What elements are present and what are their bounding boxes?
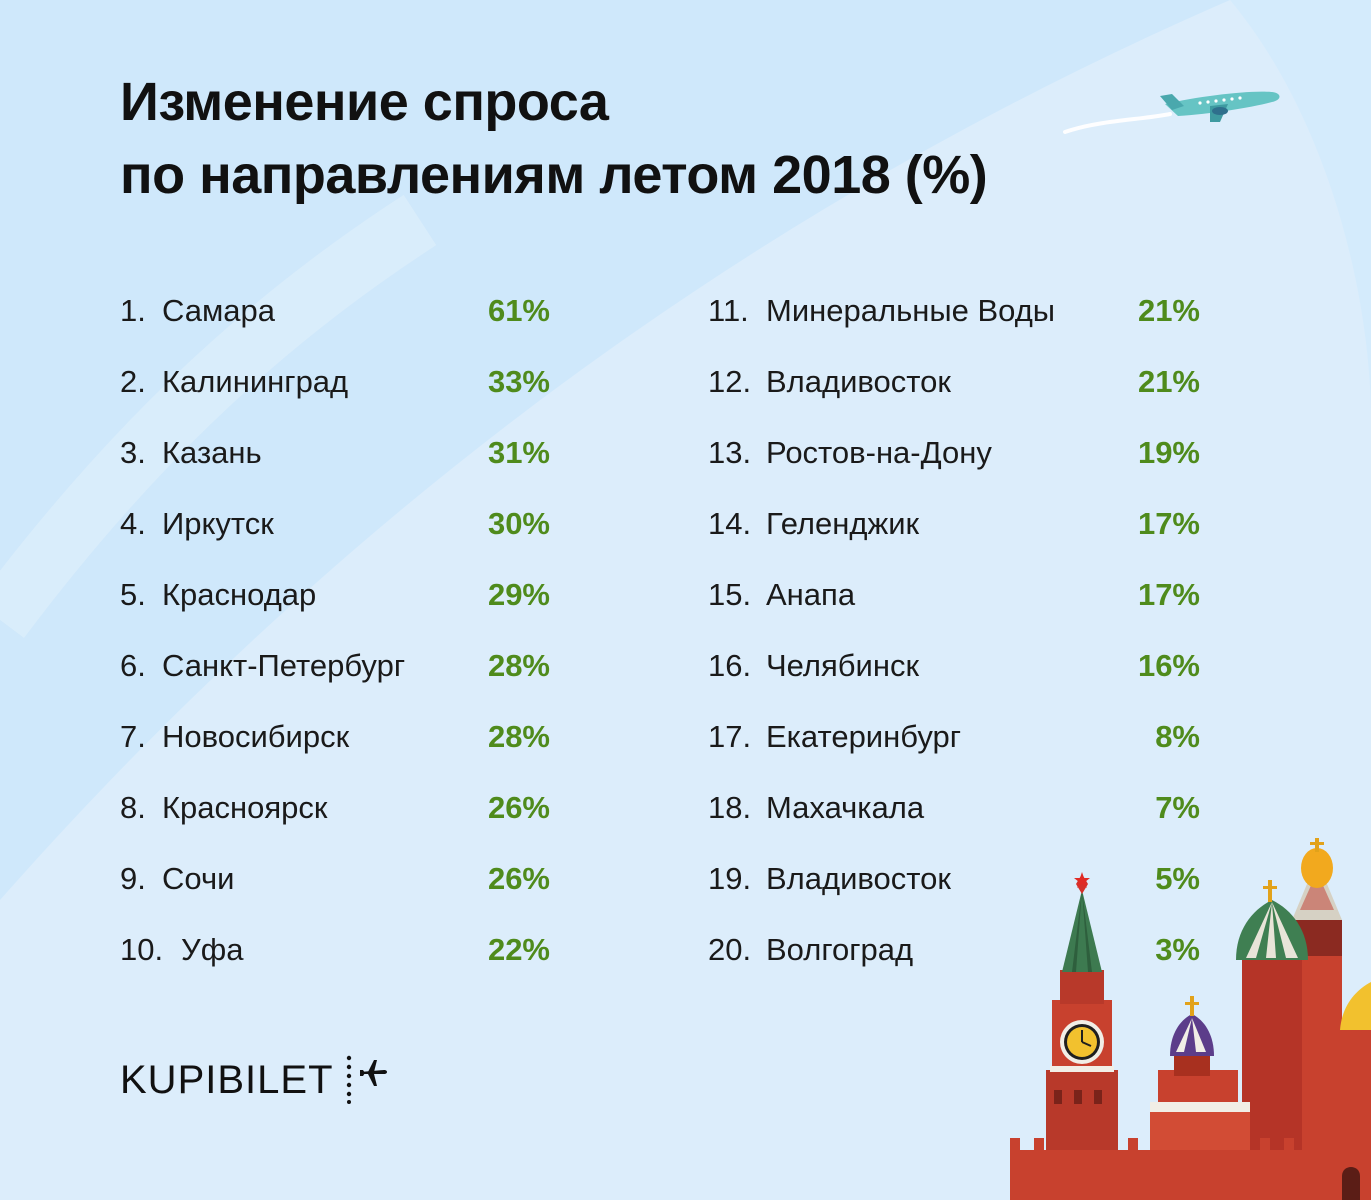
brand-logo: KUPIBILET [120,1052,387,1108]
rank: 18. [708,790,752,825]
rank: 13. [708,435,752,470]
title-line-2: по направлениям летом 2018 (%) [120,145,988,205]
rank: 9. [120,861,146,896]
city-name: Владивосток [766,364,951,399]
rank: 10. [120,932,164,967]
ranking-column-left: 1. Самара 61% 2. Калининград 33% 3. Каза… [120,275,550,985]
table-row: 18. Махачкала 7% [708,772,1200,843]
change-value: 61% [487,293,550,328]
table-row: 7. Новосибирск 28% [120,701,550,772]
change-value: 3% [1155,932,1200,967]
city-name: Калининград [162,364,349,399]
change-value: 30% [487,506,550,541]
rank: 17. [708,719,752,754]
kremlin-illustration [1010,838,1371,1200]
city-name: Екатеринбург [766,719,962,754]
city-name: Новосибирск [162,719,350,754]
change-value: 5% [1155,861,1200,896]
table-row: 2. Калининград 33% [120,346,550,417]
rank: 5. [120,577,146,612]
rank: 6. [120,648,146,683]
table-row: 11. Минеральные Воды 21% [708,275,1200,346]
rank: 2. [120,364,146,399]
city-name: Владивосток [766,861,951,896]
rank: 20. [708,932,752,967]
table-row: 9. Сочи 26% [120,843,550,914]
change-value: 29% [487,577,550,612]
table-row: 20. Волгоград 3% [708,914,1200,985]
change-value: 31% [487,435,550,470]
title-line-1: Изменение спроса [120,72,609,132]
city-name: Геленджик [766,506,920,541]
change-value: 21% [1137,364,1200,399]
change-value: 21% [1137,293,1200,328]
city-name: Санкт-Петербург [162,648,406,683]
table-row: 5. Краснодар 29% [120,559,550,630]
rank: 16. [708,648,752,683]
table-row: 4. Иркутск 30% [120,488,550,559]
change-value: 17% [1137,577,1200,612]
page-title: Изменение спроса по направлениям летом 2… [120,66,988,212]
table-row: 17. Екатеринбург 8% [708,701,1200,772]
city-name: Челябинск [766,648,920,683]
city-name: Красноярск [162,790,328,825]
city-name: Самара [162,293,276,328]
change-value: 19% [1137,435,1200,470]
rank: 8. [120,790,146,825]
rank: 4. [120,506,146,541]
logo-plane-icon [360,1060,387,1086]
change-value: 33% [487,364,550,399]
change-value: 17% [1137,506,1200,541]
city-name: Сочи [162,861,235,896]
city-name: Иркутск [162,506,274,541]
table-row: 6. Санкт-Петербург 28% [120,630,550,701]
change-value: 22% [487,932,550,967]
change-value: 8% [1155,719,1200,754]
table-row: 8. Красноярск 26% [120,772,550,843]
table-row: 15. Анапа 17% [708,559,1200,630]
city-name: Уфа [181,932,244,967]
table-row: 3. Казань 31% [120,417,550,488]
change-value: 28% [487,648,550,683]
ranking-column-right: 11. Минеральные Воды 21% 12. Владивосток… [708,275,1200,985]
rank: 3. [120,435,146,470]
change-value: 16% [1137,648,1200,683]
city-name: Волгоград [766,932,914,967]
rank: 7. [120,719,146,754]
rank: 15. [708,577,752,612]
city-name: Краснодар [162,577,317,612]
change-value: 28% [487,719,550,754]
change-value: 26% [487,790,550,825]
city-name: Махачкала [766,790,925,825]
table-row: 13. Ростов-на-Дону 19% [708,417,1200,488]
rank: 11. [708,293,749,328]
rank: 19. [708,861,752,896]
rank: 14. [708,506,752,541]
change-value: 26% [487,861,550,896]
airplane-icon [1063,91,1280,134]
logo-divider-dots [346,1055,352,1104]
city-name: Ростов-на-Дону [766,435,992,470]
table-row: 14. Геленджик 17% [708,488,1200,559]
rank: 1. [120,293,146,328]
table-row: 16. Челябинск 16% [708,630,1200,701]
table-row: 19. Владивосток 5% [708,843,1200,914]
brand-name: KUPIBILET [120,1058,334,1102]
table-row: 1. Самара 61% [120,275,550,346]
table-row: 10. Уфа 22% [120,914,550,985]
city-name: Казань [162,435,262,470]
city-name: Минеральные Воды [766,293,1056,328]
table-row: 12. Владивосток 21% [708,346,1200,417]
city-name: Анапа [766,577,856,612]
rank: 12. [708,364,752,399]
change-value: 7% [1155,790,1200,825]
